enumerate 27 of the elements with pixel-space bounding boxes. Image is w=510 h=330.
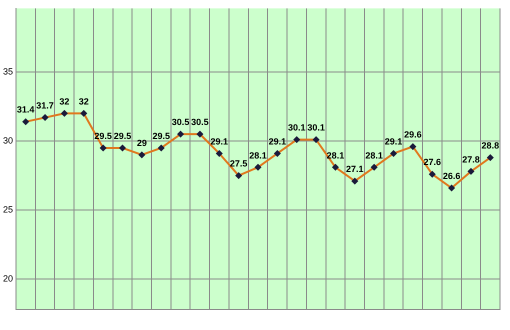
- data-label: 27.8: [462, 154, 480, 164]
- data-label: 28.1: [365, 150, 383, 160]
- data-label: 29.1: [384, 136, 402, 146]
- y-tick-label: 35: [2, 66, 14, 76]
- data-label: 29.1: [210, 136, 228, 146]
- data-label: 28.1: [326, 150, 344, 160]
- data-label: 29.1: [268, 136, 286, 146]
- data-label: 30.1: [288, 122, 306, 133]
- y-tick-label: 30: [2, 136, 14, 146]
- data-label: 28.8: [482, 140, 500, 151]
- data-label: 31.4: [16, 104, 34, 115]
- data-label: 30.5: [191, 117, 209, 128]
- data-label: 29.6: [404, 130, 422, 140]
- data-label: 29: [136, 138, 147, 148]
- data-label: 32: [78, 96, 89, 106]
- data-label: 29.5: [114, 130, 132, 141]
- y-tick-label: 20: [2, 274, 14, 284]
- data-label: 29.5: [152, 130, 170, 141]
- data-label: 28.1: [249, 150, 267, 160]
- y-tick-label: 25: [2, 204, 14, 215]
- data-label: 32: [59, 96, 70, 106]
- data-label: 27.1: [346, 164, 364, 174]
- data-label: 30.5: [172, 117, 190, 128]
- data-label: 30.1: [307, 122, 325, 133]
- data-label: 31.7: [36, 100, 54, 111]
- data-label: 27.5: [230, 158, 248, 169]
- data-label: 26.6: [442, 171, 460, 181]
